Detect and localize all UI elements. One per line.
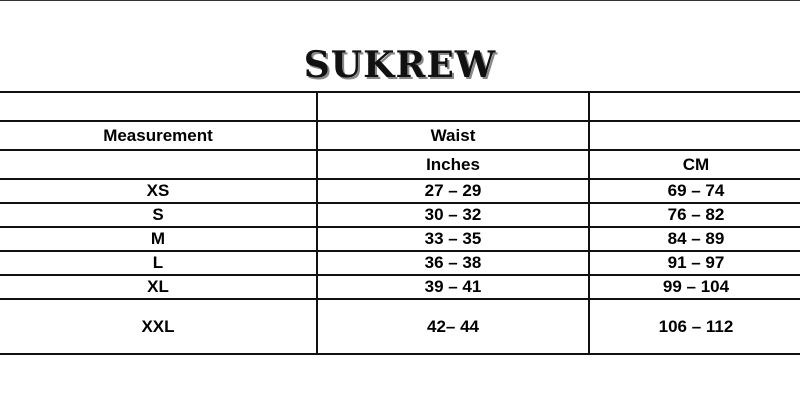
cm-cell: 76 – 82 <box>588 202 800 228</box>
blank-cell <box>0 91 318 122</box>
size-cell: XS <box>0 178 318 204</box>
inches-cell: 36 – 38 <box>316 250 590 276</box>
blank-cell <box>588 120 800 151</box>
cm-header: CM <box>588 149 800 180</box>
size-chart-table: Measurement Waist Inches CM XS 27 – 29 6… <box>0 91 800 355</box>
inches-cell: 33 – 35 <box>316 226 590 252</box>
table-row: XL 39 – 41 99 – 104 <box>0 274 800 300</box>
cm-cell: 69 – 74 <box>588 178 800 204</box>
size-cell: L <box>0 250 318 276</box>
size-cell: XXL <box>0 298 318 355</box>
inches-header: Inches <box>316 149 590 180</box>
header-row-blank <box>0 91 800 122</box>
brand-logo: SUKREW <box>303 44 497 86</box>
cm-cell: 84 – 89 <box>588 226 800 252</box>
blank-cell <box>0 149 318 180</box>
top-divider <box>0 0 800 1</box>
blank-cell <box>316 91 590 122</box>
table-row: M 33 – 35 84 – 89 <box>0 226 800 252</box>
cm-cell: 91 – 97 <box>588 250 800 276</box>
unit-row: Inches CM <box>0 149 800 180</box>
cm-cell: 106 – 112 <box>588 298 800 355</box>
cm-cell: 99 – 104 <box>588 274 800 300</box>
table-row: S 30 – 32 76 – 82 <box>0 202 800 228</box>
inches-cell: 42– 44 <box>316 298 590 355</box>
measurement-header: Measurement <box>0 120 318 151</box>
blank-cell <box>588 91 800 122</box>
waist-header: Waist <box>316 120 590 151</box>
size-cell: XL <box>0 274 318 300</box>
inches-cell: 39 – 41 <box>316 274 590 300</box>
inches-cell: 27 – 29 <box>316 178 590 204</box>
inches-cell: 30 – 32 <box>316 202 590 228</box>
table-row: L 36 – 38 91 – 97 <box>0 250 800 276</box>
header-row: Measurement Waist <box>0 120 800 151</box>
size-cell: S <box>0 202 318 228</box>
table-row: XXL 42– 44 106 – 112 <box>0 298 800 355</box>
size-cell: M <box>0 226 318 252</box>
table-row: XS 27 – 29 69 – 74 <box>0 178 800 204</box>
